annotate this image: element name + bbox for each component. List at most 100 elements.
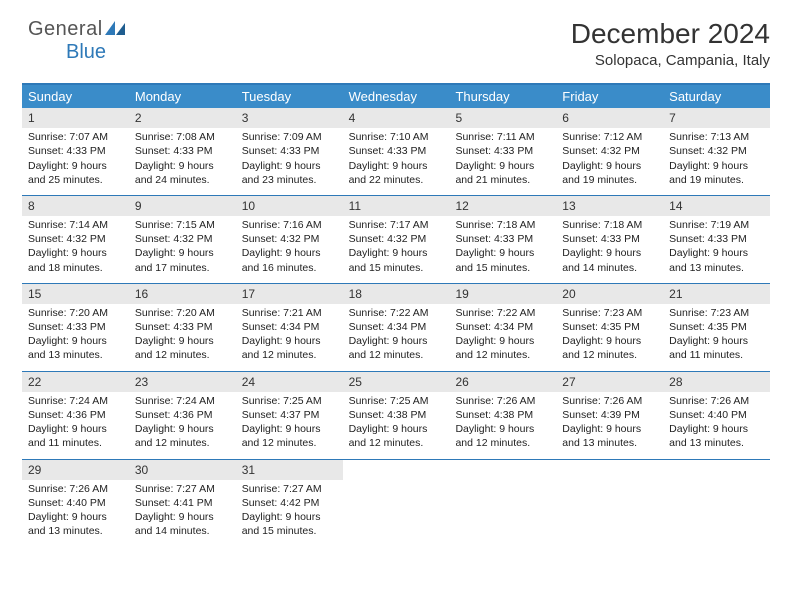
day-header: Thursday — [449, 85, 556, 108]
sunset-text: Sunset: 4:33 PM — [455, 232, 550, 246]
sunrise-text: Sunrise: 7:10 AM — [349, 130, 444, 144]
sunrise-text: Sunrise: 7:21 AM — [242, 306, 337, 320]
sunset-text: Sunset: 4:33 PM — [28, 320, 123, 334]
daylight-text-2: and 23 minutes. — [242, 173, 337, 187]
daylight-text-1: Daylight: 9 hours — [28, 246, 123, 260]
calendar-day: 5Sunrise: 7:11 AMSunset: 4:33 PMDaylight… — [449, 108, 556, 195]
daylight-text-2: and 12 minutes. — [135, 348, 230, 362]
sunset-text: Sunset: 4:34 PM — [242, 320, 337, 334]
daylight-text-1: Daylight: 9 hours — [28, 334, 123, 348]
sunrise-text: Sunrise: 7:23 AM — [669, 306, 764, 320]
daylight-text-1: Daylight: 9 hours — [455, 422, 550, 436]
day-number: 7 — [663, 108, 770, 128]
day-number: 14 — [663, 196, 770, 216]
daylight-text-2: and 12 minutes. — [349, 436, 444, 450]
brand-part2: Blue — [66, 41, 106, 63]
sunset-text: Sunset: 4:32 PM — [669, 144, 764, 158]
day-number: 9 — [129, 196, 236, 216]
daylight-text-1: Daylight: 9 hours — [135, 159, 230, 173]
calendar-week: 1Sunrise: 7:07 AMSunset: 4:33 PMDaylight… — [22, 108, 770, 196]
daylight-text-1: Daylight: 9 hours — [349, 159, 444, 173]
calendar-day: 1Sunrise: 7:07 AMSunset: 4:33 PMDaylight… — [22, 108, 129, 195]
sunrise-text: Sunrise: 7:24 AM — [28, 394, 123, 408]
daylight-text-2: and 11 minutes. — [28, 436, 123, 450]
sunrise-text: Sunrise: 7:23 AM — [562, 306, 657, 320]
sunset-text: Sunset: 4:35 PM — [562, 320, 657, 334]
sunrise-text: Sunrise: 7:24 AM — [135, 394, 230, 408]
daylight-text-1: Daylight: 9 hours — [455, 246, 550, 260]
daylight-text-2: and 13 minutes. — [669, 436, 764, 450]
day-number: 30 — [129, 460, 236, 480]
calendar-day: 3Sunrise: 7:09 AMSunset: 4:33 PMDaylight… — [236, 108, 343, 195]
day-header: Wednesday — [343, 85, 450, 108]
daylight-text-2: and 15 minutes. — [242, 524, 337, 538]
sunset-text: Sunset: 4:32 PM — [28, 232, 123, 246]
daylight-text-1: Daylight: 9 hours — [242, 159, 337, 173]
sunrise-text: Sunrise: 7:25 AM — [242, 394, 337, 408]
sunset-text: Sunset: 4:36 PM — [28, 408, 123, 422]
day-number: 11 — [343, 196, 450, 216]
daylight-text-2: and 14 minutes. — [562, 261, 657, 275]
day-number: 2 — [129, 108, 236, 128]
sunset-text: Sunset: 4:42 PM — [242, 496, 337, 510]
daylight-text-2: and 15 minutes. — [349, 261, 444, 275]
day-number: 29 — [22, 460, 129, 480]
day-number: 22 — [22, 372, 129, 392]
sunrise-text: Sunrise: 7:20 AM — [28, 306, 123, 320]
sunrise-text: Sunrise: 7:20 AM — [135, 306, 230, 320]
daylight-text-1: Daylight: 9 hours — [135, 334, 230, 348]
daylight-text-2: and 12 minutes. — [349, 348, 444, 362]
daylight-text-2: and 13 minutes. — [562, 436, 657, 450]
daylight-text-2: and 21 minutes. — [455, 173, 550, 187]
calendar-day: 4Sunrise: 7:10 AMSunset: 4:33 PMDaylight… — [343, 108, 450, 195]
title-block: December 2024 Solopaca, Campania, Italy — [22, 18, 770, 69]
daylight-text-2: and 14 minutes. — [135, 524, 230, 538]
daylight-text-2: and 25 minutes. — [28, 173, 123, 187]
day-header: Saturday — [663, 85, 770, 108]
daylight-text-1: Daylight: 9 hours — [669, 159, 764, 173]
daylight-text-1: Daylight: 9 hours — [349, 334, 444, 348]
sunrise-text: Sunrise: 7:15 AM — [135, 218, 230, 232]
calendar-day: 17Sunrise: 7:21 AMSunset: 4:34 PMDayligh… — [236, 284, 343, 371]
sunrise-text: Sunrise: 7:12 AM — [562, 130, 657, 144]
day-number: 10 — [236, 196, 343, 216]
daylight-text-1: Daylight: 9 hours — [455, 334, 550, 348]
sail-icon — [105, 21, 125, 35]
calendar-day — [556, 460, 663, 547]
calendar-day: 27Sunrise: 7:26 AMSunset: 4:39 PMDayligh… — [556, 372, 663, 459]
day-number: 4 — [343, 108, 450, 128]
daylight-text-1: Daylight: 9 hours — [349, 246, 444, 260]
sunset-text: Sunset: 4:37 PM — [242, 408, 337, 422]
daylight-text-2: and 17 minutes. — [135, 261, 230, 275]
day-number: 3 — [236, 108, 343, 128]
calendar-day: 21Sunrise: 7:23 AMSunset: 4:35 PMDayligh… — [663, 284, 770, 371]
calendar-week: 22Sunrise: 7:24 AMSunset: 4:36 PMDayligh… — [22, 372, 770, 460]
daylight-text-1: Daylight: 9 hours — [562, 246, 657, 260]
calendar-day: 6Sunrise: 7:12 AMSunset: 4:32 PMDaylight… — [556, 108, 663, 195]
calendar-day: 31Sunrise: 7:27 AMSunset: 4:42 PMDayligh… — [236, 460, 343, 547]
day-header: Tuesday — [236, 85, 343, 108]
sunrise-text: Sunrise: 7:22 AM — [349, 306, 444, 320]
calendar-header-row: Sunday Monday Tuesday Wednesday Thursday… — [22, 85, 770, 108]
calendar-day: 19Sunrise: 7:22 AMSunset: 4:34 PMDayligh… — [449, 284, 556, 371]
daylight-text-2: and 12 minutes. — [455, 348, 550, 362]
daylight-text-1: Daylight: 9 hours — [135, 422, 230, 436]
daylight-text-1: Daylight: 9 hours — [135, 510, 230, 524]
sunset-text: Sunset: 4:36 PM — [135, 408, 230, 422]
sunset-text: Sunset: 4:38 PM — [455, 408, 550, 422]
daylight-text-2: and 12 minutes. — [242, 436, 337, 450]
daylight-text-2: and 22 minutes. — [349, 173, 444, 187]
daylight-text-1: Daylight: 9 hours — [455, 159, 550, 173]
daylight-text-1: Daylight: 9 hours — [28, 510, 123, 524]
day-number: 31 — [236, 460, 343, 480]
day-number: 20 — [556, 284, 663, 304]
daylight-text-1: Daylight: 9 hours — [562, 422, 657, 436]
day-number: 1 — [22, 108, 129, 128]
calendar-day — [449, 460, 556, 547]
calendar-day: 26Sunrise: 7:26 AMSunset: 4:38 PMDayligh… — [449, 372, 556, 459]
day-header: Monday — [129, 85, 236, 108]
daylight-text-1: Daylight: 9 hours — [242, 510, 337, 524]
sunset-text: Sunset: 4:33 PM — [455, 144, 550, 158]
sunrise-text: Sunrise: 7:26 AM — [28, 482, 123, 496]
sunset-text: Sunset: 4:32 PM — [242, 232, 337, 246]
